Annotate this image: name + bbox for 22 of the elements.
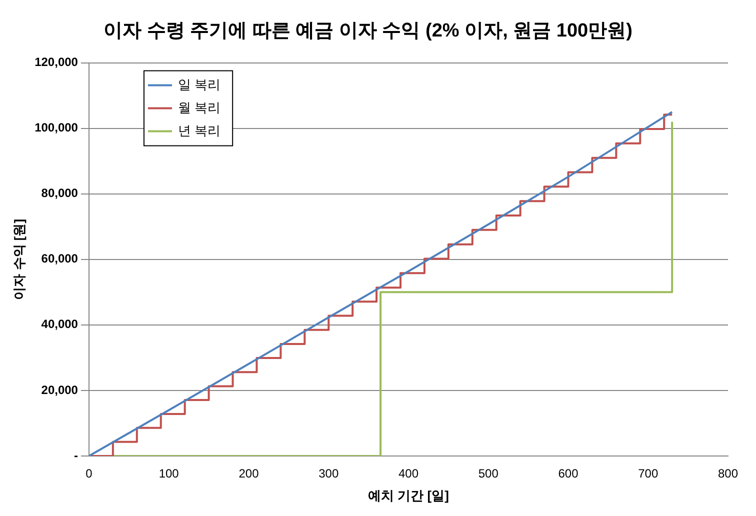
chart-title: 이자 수령 주기에 따른 예금 이자 수익 (2% 이자, 원금 100만원) bbox=[104, 20, 632, 42]
y-tick-label: 40,000 bbox=[41, 317, 78, 332]
y-tick-label: 80,000 bbox=[41, 186, 78, 200]
y-axis-title: 이자 수익 [원] bbox=[11, 218, 26, 300]
x-tick-label: 800 bbox=[718, 466, 738, 481]
y-tick-label: 60,000 bbox=[41, 252, 78, 266]
x-tick-label: 500 bbox=[478, 466, 499, 481]
legend-label: 일 복리 bbox=[178, 76, 221, 92]
legend-label: 년 복리 bbox=[178, 122, 221, 138]
x-tick-label: 200 bbox=[238, 466, 260, 481]
x-tick-label: 300 bbox=[318, 466, 339, 481]
x-tick-label: 700 bbox=[638, 466, 658, 481]
x-tick-label: 600 bbox=[558, 466, 579, 481]
x-tick-label: 100 bbox=[158, 466, 180, 481]
y-tick-label: 120,000 bbox=[34, 55, 78, 70]
y-tick-label: 20,000 bbox=[41, 382, 78, 397]
legend-label: 월 복리 bbox=[178, 100, 221, 115]
x-tick-label: 0 bbox=[86, 466, 93, 481]
x-tick-label: 400 bbox=[398, 466, 419, 481]
y-tick-label: 100,000 bbox=[34, 120, 78, 135]
y-tick-label: - bbox=[74, 448, 78, 462]
x-axis-title: 예치 기간 [일] bbox=[368, 488, 449, 503]
